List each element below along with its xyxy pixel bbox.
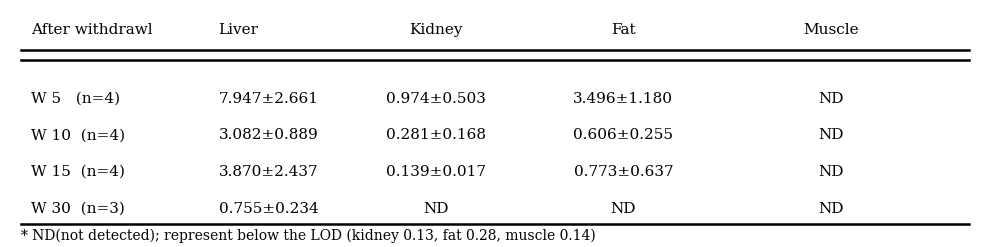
Text: W 5   (n=4): W 5 (n=4) (31, 92, 120, 106)
Text: ND: ND (423, 202, 448, 216)
Text: 3.082±0.889: 3.082±0.889 (219, 128, 319, 142)
Text: 0.755±0.234: 0.755±0.234 (219, 202, 319, 216)
Text: ND: ND (818, 128, 843, 142)
Text: 0.281±0.168: 0.281±0.168 (386, 128, 486, 142)
Text: 0.773±0.637: 0.773±0.637 (573, 165, 673, 179)
Text: Muscle: Muscle (803, 23, 858, 37)
Text: Fat: Fat (611, 23, 636, 37)
Text: 3.496±1.180: 3.496±1.180 (573, 92, 673, 106)
Text: W 15  (n=4): W 15 (n=4) (31, 165, 125, 179)
Text: 0.606±0.255: 0.606±0.255 (573, 128, 673, 142)
Text: 3.870±2.437: 3.870±2.437 (219, 165, 318, 179)
Text: 7.947±2.661: 7.947±2.661 (219, 92, 319, 106)
Text: W 10  (n=4): W 10 (n=4) (31, 128, 125, 142)
Text: ND: ND (818, 202, 843, 216)
Text: 0.139±0.017: 0.139±0.017 (386, 165, 486, 179)
Text: 0.974±0.503: 0.974±0.503 (386, 92, 486, 106)
Text: ND: ND (818, 92, 843, 106)
Text: * ND(not detected); represent below the LOD (kidney 0.13, fat 0.28, muscle 0.14): * ND(not detected); represent below the … (21, 229, 596, 243)
Text: Liver: Liver (219, 23, 258, 37)
Text: ND: ND (818, 165, 843, 179)
Text: After withdrawl: After withdrawl (31, 23, 152, 37)
Text: W 30  (n=3): W 30 (n=3) (31, 202, 125, 216)
Text: Kidney: Kidney (409, 23, 462, 37)
Text: ND: ND (611, 202, 637, 216)
